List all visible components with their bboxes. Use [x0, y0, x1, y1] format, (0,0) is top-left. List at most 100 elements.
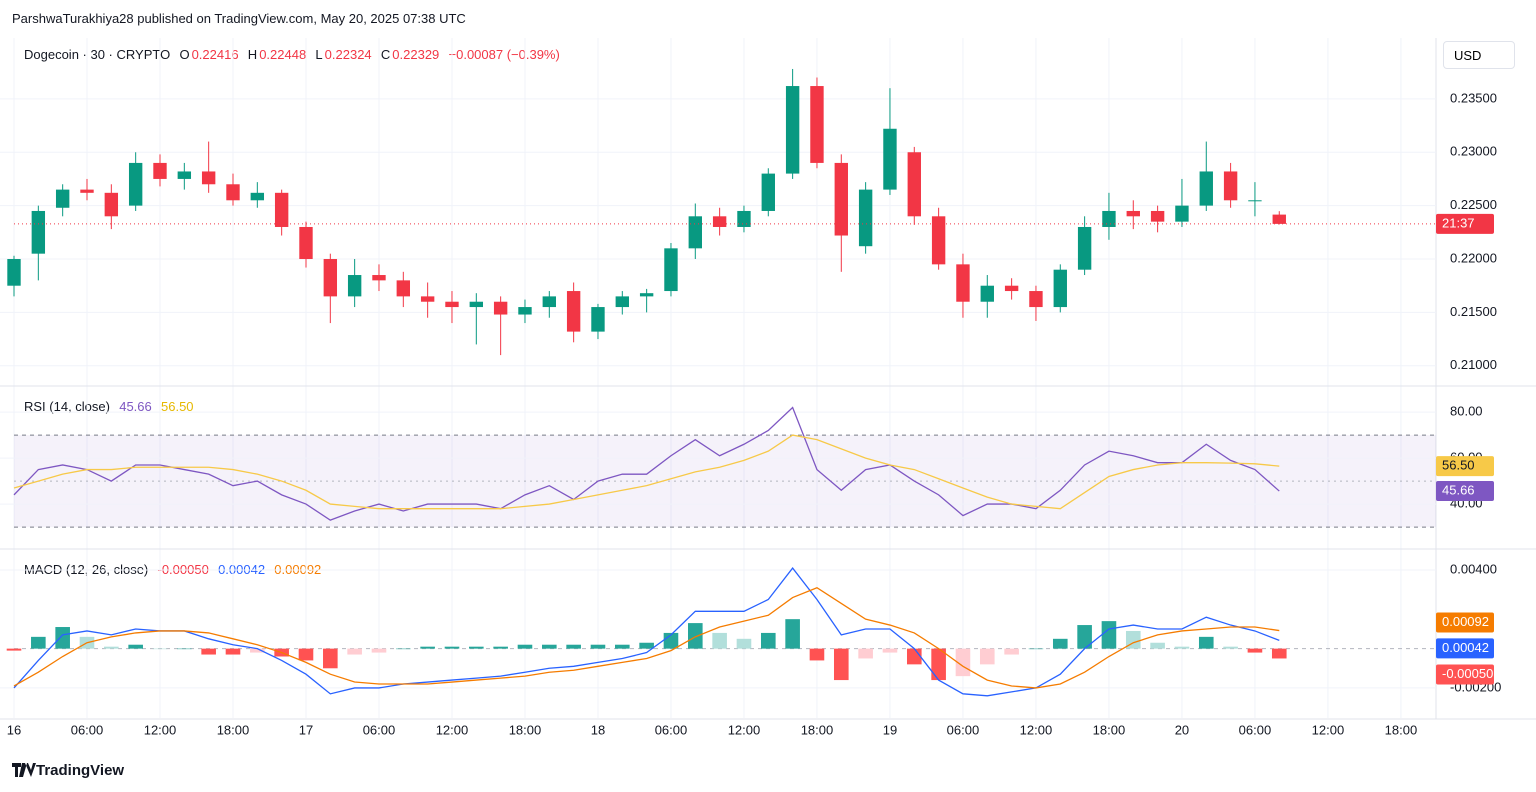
histogram-bar	[250, 648, 265, 653]
brand-name: TradingView	[36, 762, 125, 779]
histogram-bar	[1028, 648, 1044, 650]
symbol-legend: Dogecoin · 30 · CRYPTO O 0.22416 H 0.22448…	[24, 47, 562, 62]
histogram-bar	[1198, 636, 1214, 649]
histogram-bar	[1174, 646, 1190, 649]
histogram-bar	[347, 648, 362, 655]
candle-body	[55, 189, 70, 208]
histogram-bar	[1150, 642, 1165, 649]
histogram-bar	[809, 648, 825, 661]
histogram-bar	[615, 644, 630, 649]
histogram-bar	[712, 632, 727, 649]
x-tick-label: 06:00	[655, 722, 688, 737]
histogram-bar	[444, 646, 460, 649]
candle-body	[445, 301, 459, 308]
signal-value: 0.00092	[274, 562, 322, 577]
candle-body	[347, 275, 362, 297]
histogram-bar	[201, 648, 216, 655]
candle-body	[907, 152, 921, 217]
histogram-bar	[1077, 625, 1092, 649]
x-tick-label: 12:00	[144, 722, 177, 737]
currency-button[interactable]: USD	[1443, 41, 1515, 69]
x-tick-label: 12:00	[1312, 722, 1345, 737]
x-tick-label: 06:00	[363, 722, 396, 737]
candle-body	[1248, 200, 1262, 202]
axis-value-tag	[1436, 481, 1494, 502]
histogram-bar	[833, 648, 849, 681]
axis-value-tag	[1436, 456, 1494, 477]
histogram-bar	[31, 636, 46, 649]
candle-body	[104, 192, 119, 217]
x-tick-label: 18:00	[217, 722, 250, 737]
macd-value: 0.00042	[218, 562, 266, 577]
histogram-bar	[6, 648, 22, 651]
candle-body	[785, 86, 800, 174]
rsi-line	[13, 434, 1280, 510]
candle-body	[493, 301, 508, 315]
c-label: C	[380, 47, 391, 62]
histogram-bar	[323, 648, 338, 669]
axis-value-tag	[1436, 612, 1494, 633]
histogram-bar	[858, 648, 873, 659]
x-tick-label: 18:00	[801, 722, 834, 737]
histogram-bar	[590, 644, 606, 649]
histogram-bar	[371, 648, 387, 653]
candle-body	[761, 173, 775, 211]
candle-body	[299, 226, 313, 260]
macd-legend: MACD (12, 26, close) -0.00050 0.00042 0.…	[24, 562, 323, 577]
candle-body	[1102, 210, 1116, 227]
candle-body	[1175, 205, 1189, 222]
axis-value-tag-text: 56.50	[1442, 458, 1475, 473]
histogram-bar	[517, 644, 533, 649]
axis-value-tag	[1436, 213, 1494, 234]
c-value: 0.22329	[392, 47, 440, 62]
histogram-bar	[1223, 646, 1238, 649]
brand-logo	[12, 763, 36, 777]
y-tick-label: 0.22500	[1450, 197, 1497, 212]
candle-body	[7, 259, 21, 286]
x-tick-label: 06:00	[71, 722, 104, 737]
rsi-band	[14, 435, 1436, 528]
x-tick-label: 18:00	[509, 722, 542, 737]
candle-body	[201, 171, 216, 185]
x-tick-label: 12:00	[728, 722, 761, 737]
candle-body	[1199, 171, 1213, 206]
y-tick-label: 0.22000	[1450, 250, 1497, 265]
y-tick-label: 0.00400	[1450, 561, 1497, 576]
brand: TradingView	[12, 762, 126, 779]
candle-body	[396, 280, 411, 297]
histogram-bar	[639, 642, 654, 649]
h-value: 0.22448	[259, 47, 307, 62]
histogram-bar	[1247, 648, 1263, 653]
x-tick-label: 19	[883, 722, 897, 737]
histogram-bar	[760, 632, 776, 649]
y-tick-label: 0.21500	[1450, 304, 1497, 319]
histogram-bar	[225, 648, 241, 655]
candle-body	[1150, 210, 1165, 222]
candle-body	[542, 296, 556, 308]
candle-body	[615, 296, 629, 308]
histogram-bar	[566, 644, 581, 649]
histogram-bar	[493, 646, 508, 649]
candle-body	[712, 216, 727, 227]
o-label: O	[179, 47, 190, 62]
candle-body	[469, 301, 484, 308]
candle-body	[883, 128, 897, 190]
candle-body	[591, 307, 605, 332]
histogram-bar	[104, 646, 119, 649]
candle-body	[250, 192, 265, 201]
histogram-bar	[128, 644, 143, 649]
axis-value-tag-text: 0.00092	[1442, 614, 1489, 629]
histogram-bar	[736, 638, 752, 649]
candle-body	[1077, 226, 1092, 270]
x-tick-label: 12:00	[436, 722, 469, 737]
candle-body	[420, 296, 435, 302]
candle-body	[639, 293, 654, 297]
x-tick-label: 18	[591, 722, 605, 737]
histogram-bar	[906, 648, 922, 665]
l-value: 0.22324	[324, 47, 372, 62]
candle-body	[177, 171, 192, 179]
histogram-bar	[542, 644, 557, 649]
candle-body	[1004, 285, 1019, 292]
